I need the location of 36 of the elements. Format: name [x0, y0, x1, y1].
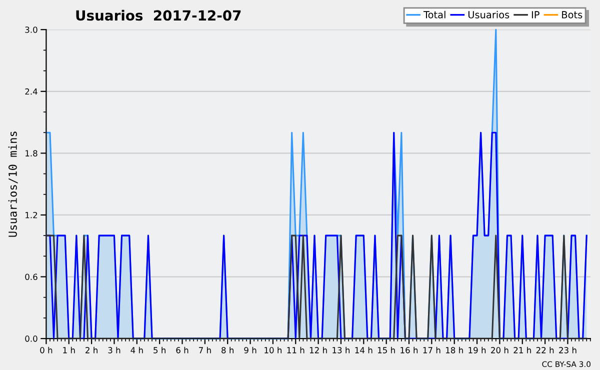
legend-label: Total: [423, 10, 446, 18]
x-tick-label: 10 h: [264, 346, 282, 354]
x-tick-label: 2 h: [86, 346, 98, 354]
legend-label: Bots: [562, 11, 582, 18]
y-tick-label: 0.0: [25, 336, 38, 342]
chart-title: Usuarios 2017-12-07: [76, 10, 241, 21]
legend-label: Usuarios: [468, 10, 510, 18]
x-tick-label: 20 h: [491, 346, 508, 354]
y-tick-label: 0.6: [25, 274, 38, 280]
x-tick-label: 6 h: [176, 346, 188, 354]
x-tick-label: 16 h: [400, 346, 418, 354]
x-tick-label: 21 h: [514, 346, 531, 354]
x-tick-label: 12 h: [310, 346, 327, 354]
x-tick-label: 1 h: [63, 346, 75, 354]
x-tick-label: 0 h: [40, 346, 52, 354]
y-tick-label: 1.2: [26, 212, 38, 218]
y-tick-label: 3.0: [25, 26, 38, 33]
x-tick-label: 15 h: [378, 346, 395, 354]
x-tick-label: 5 h: [154, 346, 166, 354]
x-tick-label: 14 h: [355, 346, 372, 354]
x-tick-label: 3 h: [108, 346, 120, 354]
legend-label: IP: [532, 11, 540, 18]
y-tick-label: 2.4: [25, 88, 38, 95]
x-tick-label: 13 h: [332, 346, 350, 354]
x-tick-label: 4 h: [130, 346, 143, 354]
x-tick-label: 23 h: [559, 346, 576, 354]
x-tick-label: 9 h: [244, 346, 256, 354]
x-tick-label: 19 h: [468, 346, 486, 354]
x-tick-label: 18 h: [446, 346, 463, 354]
x-tick-label: 17 h: [423, 346, 440, 354]
x-tick-label: 7 h: [198, 346, 211, 354]
y-axis-title: Usuarios/10 mins: [8, 132, 18, 237]
x-tick-label: 11 h: [287, 346, 304, 354]
x-tick-label: 8 h: [222, 346, 234, 354]
y-tick-label: 1.8: [26, 150, 38, 156]
x-tick-label: 22 h: [536, 346, 554, 354]
